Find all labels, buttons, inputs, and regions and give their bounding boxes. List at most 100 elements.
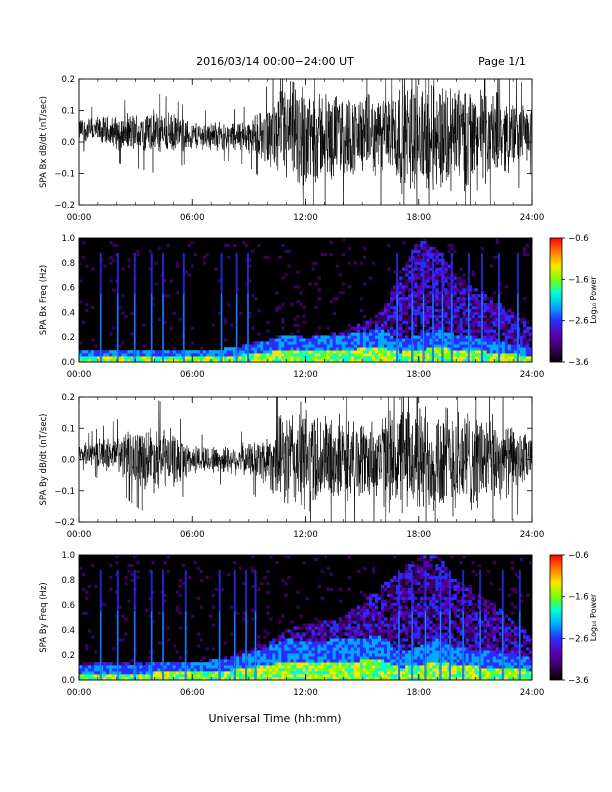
- spectrogram-cell: [462, 656, 466, 660]
- spectrogram-cell: [471, 335, 475, 339]
- spectrogram-cell: [374, 641, 379, 645]
- spectrogram-cell: [489, 350, 494, 354]
- spectrogram-cell: [474, 650, 478, 654]
- spectrogram-cell: [441, 677, 445, 681]
- spectrogram-cell: [471, 323, 475, 327]
- spectrogram-cell: [507, 353, 512, 357]
- spectrogram-cell: [329, 662, 333, 666]
- spectrogram-cell: [417, 563, 421, 568]
- spectrogram-cell: [284, 593, 288, 597]
- spectrogram-cell: [429, 659, 433, 663]
- spectrogram-cell: [242, 656, 246, 660]
- spectrogram-cell: [293, 650, 297, 654]
- spectrogram-cell: [320, 671, 324, 675]
- spectrogram-cell: [341, 641, 346, 645]
- spectrogram-cell: [299, 677, 303, 681]
- spectrogram-cell: [85, 350, 89, 354]
- spectrogram-cell: [414, 668, 418, 672]
- spectrogram-cell: [471, 353, 475, 357]
- spectrogram-cell: [272, 662, 276, 666]
- spectrogram-cell: [441, 626, 445, 630]
- spectrogram-cell: [441, 656, 445, 660]
- spectrogram-cell: [444, 647, 448, 651]
- spectrogram-cell: [190, 668, 195, 672]
- spectrogram-cell: [338, 644, 343, 648]
- spectrogram-cell: [447, 359, 451, 363]
- spectrogram-cell: [341, 338, 346, 342]
- spectrogram-cell: [387, 359, 391, 363]
- spectrogram-cell: [223, 356, 228, 360]
- spectrogram-cell: [371, 602, 376, 606]
- spectrogram-cell: [151, 359, 155, 363]
- spectrogram-cell: [100, 602, 104, 606]
- spectrogram-cell: [390, 662, 394, 666]
- spectrogram-cell: [371, 647, 376, 651]
- spectrogram-cell: [384, 581, 388, 586]
- spectrogram-cell: [399, 305, 403, 310]
- spectrogram-cell: [127, 599, 131, 603]
- spectrogram-cell: [302, 632, 306, 636]
- spectrogram-cell: [329, 332, 333, 336]
- spectrogram-cell: [441, 638, 445, 642]
- spectrogram-cell: [242, 671, 246, 675]
- spectrogram-cell: [293, 644, 297, 648]
- spectrogram-cell: [414, 291, 418, 295]
- spectrogram-cell: [275, 644, 279, 648]
- spectrogram-cell: [356, 623, 361, 627]
- spectrogram-cell: [465, 626, 469, 630]
- spectrogram-cell: [510, 668, 515, 672]
- spectrogram-cell: [353, 335, 358, 339]
- colorbar-tick-label: −3.6: [568, 358, 589, 368]
- spectrogram-cell: [281, 344, 285, 348]
- spectrogram-cell: [459, 674, 463, 678]
- spectrogram-cell: [459, 276, 463, 280]
- spectrogram-cell: [453, 288, 457, 292]
- spectrogram-cell: [296, 653, 300, 657]
- spectrogram-cell: [335, 674, 340, 678]
- spectrogram-cell: [260, 665, 264, 669]
- spectrogram-cell: [196, 353, 201, 357]
- spectrogram-cell: [507, 320, 512, 324]
- spectrogram-cell: [269, 671, 273, 675]
- spectrogram-cell: [142, 665, 146, 669]
- spectrogram-cell: [504, 314, 509, 319]
- spectrogram-cell: [507, 653, 512, 657]
- spectrogram-cell: [489, 300, 494, 304]
- spectrogram-cell: [326, 623, 330, 627]
- spectrogram-cell: [338, 599, 343, 603]
- spectrogram-cell: [326, 629, 330, 633]
- spectrogram-cell: [332, 659, 336, 663]
- spectrogram-cell: [489, 614, 494, 618]
- spectrogram-cell: [384, 647, 388, 651]
- spectrogram-cell: [281, 641, 285, 645]
- spectrogram-cell: [368, 620, 373, 624]
- spectrogram-cell: [347, 356, 352, 360]
- spectrogram-cell: [450, 671, 454, 675]
- spectrogram-cell: [495, 338, 500, 342]
- spectrogram-cell: [148, 249, 152, 254]
- spectrogram-cell: [462, 629, 466, 633]
- spectrogram-cell: [347, 653, 352, 657]
- spectrogram-cell: [290, 650, 294, 654]
- spectrogram-cell: [251, 341, 255, 345]
- spectrogram-cell: [269, 353, 273, 357]
- spectrogram-cell: [362, 668, 367, 672]
- spectrogram-cell: [287, 341, 291, 345]
- spectrogram-cell: [284, 665, 288, 669]
- spectrogram-cell: [362, 323, 367, 327]
- spectrogram-cell: [507, 665, 512, 669]
- spectrogram-cell: [365, 659, 370, 663]
- spectrogram-cell: [242, 240, 246, 245]
- spectrogram-cell: [471, 656, 475, 660]
- spectrogram-cell: [423, 243, 427, 248]
- spectrogram-cell: [172, 353, 176, 357]
- spectrogram-cell: [127, 674, 131, 678]
- spectrogram-cell: [408, 294, 412, 298]
- spectrogram-cell: [417, 249, 421, 254]
- spectrogram-cell: [242, 359, 246, 363]
- spectrogram-cell: [299, 359, 303, 363]
- spectrogram-cell: [519, 341, 524, 345]
- spectrogram-cell: [432, 273, 436, 277]
- spectrogram-cell: [417, 608, 421, 612]
- spectrogram-cell: [507, 341, 512, 345]
